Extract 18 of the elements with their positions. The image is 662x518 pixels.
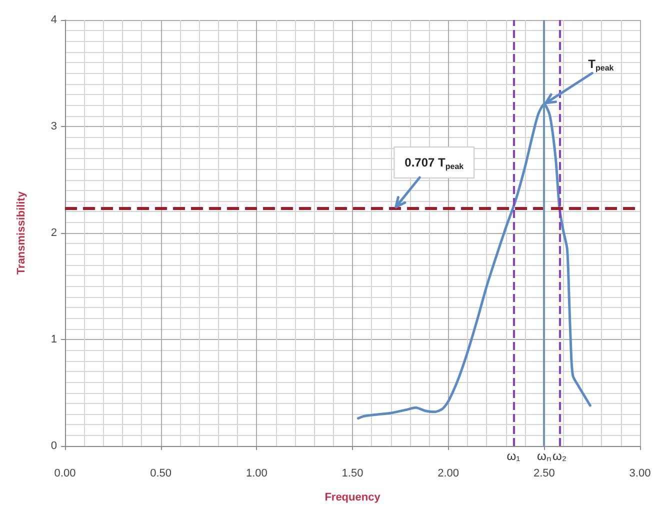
ref-line-label: ω₁ xyxy=(506,449,520,463)
x-tick-label: 2.00 xyxy=(438,468,460,480)
y-tick-label: 3 xyxy=(50,120,57,132)
ref-line-label: ωₙ xyxy=(536,449,552,463)
x-tick-label: 1.50 xyxy=(342,468,364,480)
ref-line-label: ω₂ xyxy=(552,449,567,463)
x-axis-title: Frequency xyxy=(324,492,382,504)
y-axis-title: Transmissibility xyxy=(16,190,28,275)
x-tick-label: 0.50 xyxy=(150,468,172,480)
y-tick-label: 4 xyxy=(50,14,57,26)
y-tick-label: 0 xyxy=(50,440,57,452)
line-series xyxy=(357,102,592,420)
x-tick-label: 2.50 xyxy=(533,468,555,480)
y-tick-label: 1 xyxy=(50,334,57,346)
x-tick-label: 0.00 xyxy=(54,468,76,480)
x-tick-label: 3.00 xyxy=(629,468,651,480)
x-tick-label: 1.00 xyxy=(246,468,268,480)
y-tick-label: 2 xyxy=(50,227,57,239)
